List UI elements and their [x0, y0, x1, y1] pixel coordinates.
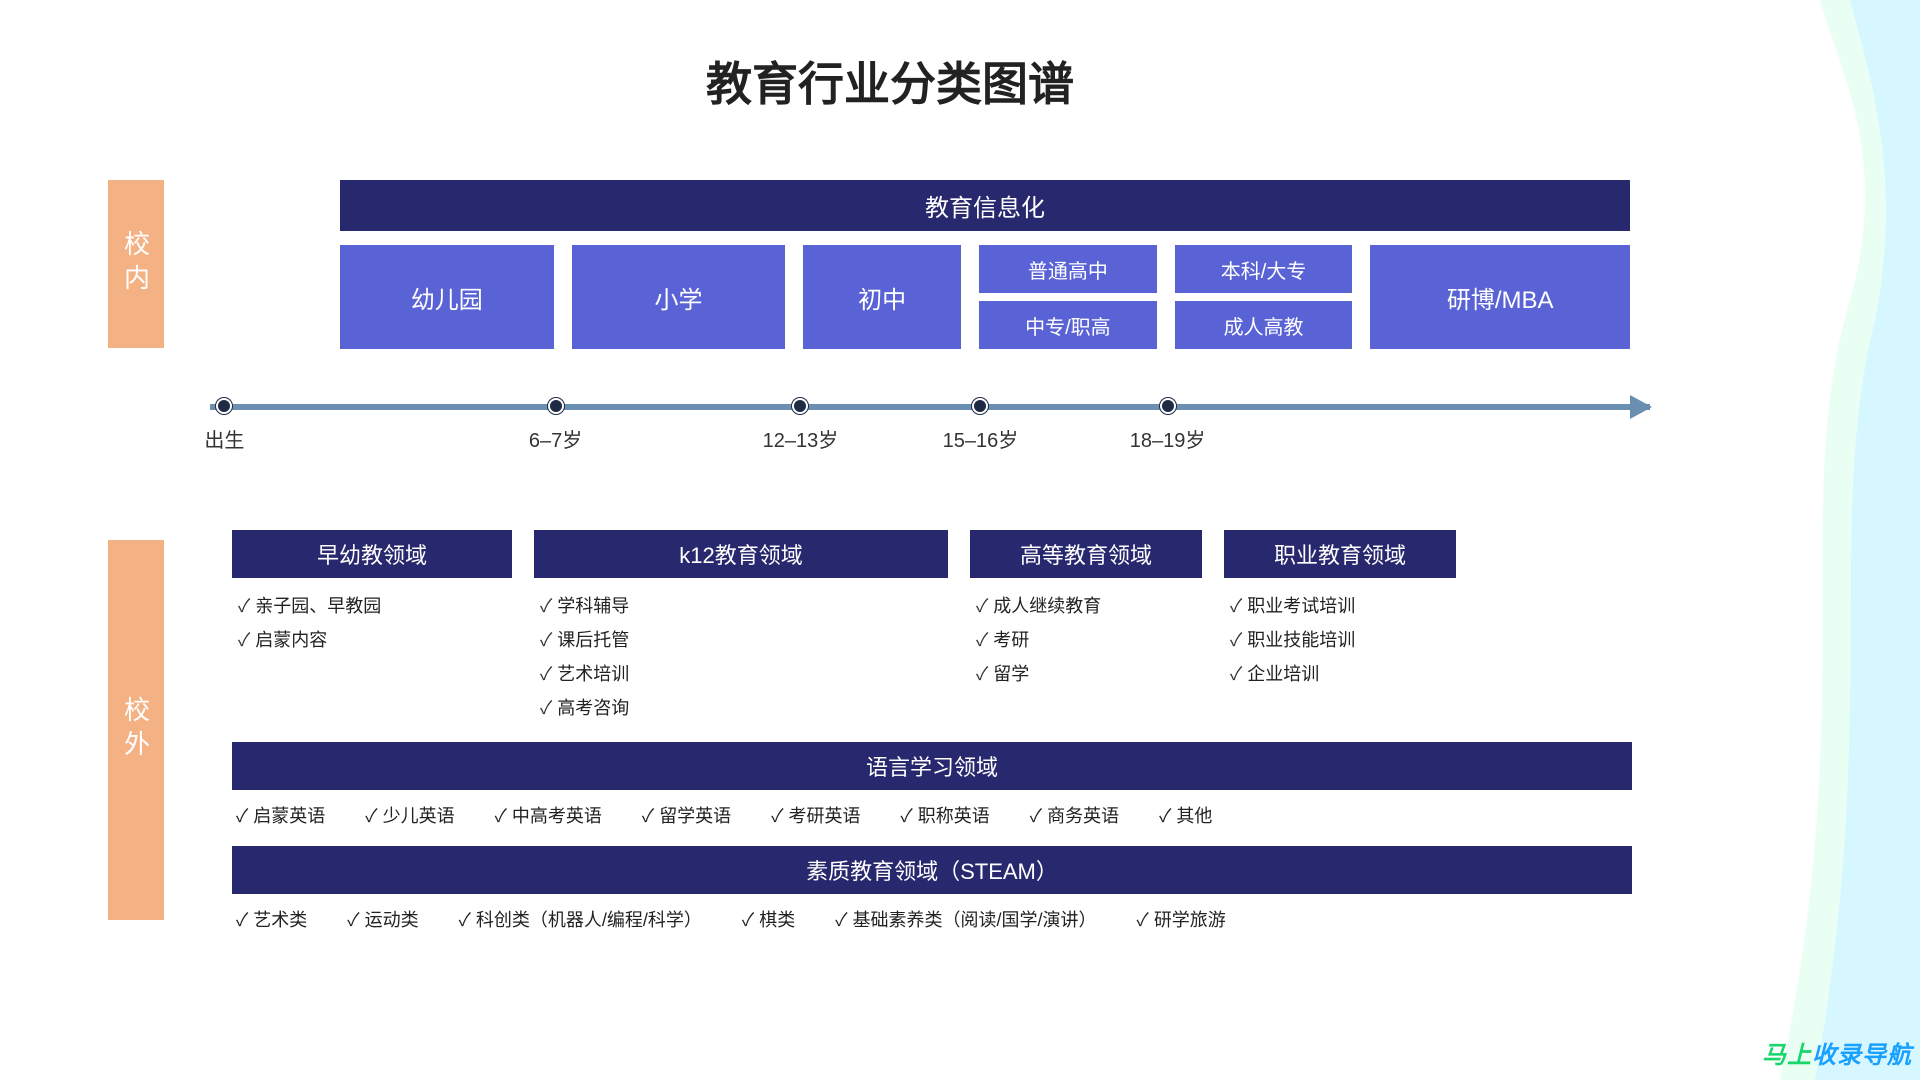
sector: 早幼教领域亲子园、早教园启蒙内容	[232, 530, 512, 724]
timeline-tick	[548, 398, 564, 414]
stage-box: 中专/职高	[979, 301, 1157, 349]
list-item: 启蒙英语	[236, 802, 325, 828]
side-label-out-school: 校外	[108, 540, 164, 920]
watermark-label: 马上收录导航	[1762, 1042, 1912, 1069]
list-item: 考研英语	[771, 802, 860, 828]
list-item: 艺术类	[236, 906, 307, 932]
sector-list: 职业考试培训职业技能培训企业培训	[1224, 578, 1456, 690]
language-items: 启蒙英语 少儿英语 中高考英语 留学英语 考研英语 职称英语 商务英语 其他	[232, 790, 1632, 828]
list-item: 考研	[976, 622, 1196, 656]
sector-list: 成人继续教育考研留学	[970, 578, 1202, 690]
timeline-tick-label: 6–7岁	[529, 424, 582, 453]
list-item: 学科辅导	[540, 588, 942, 622]
list-item: 启蒙内容	[238, 622, 506, 656]
list-item: 企业培训	[1230, 656, 1450, 690]
sector-row: 早幼教领域亲子园、早教园启蒙内容k12教育领域学科辅导课后托管艺术培训高考咨询高…	[232, 530, 1632, 724]
stage-box: 小学	[572, 245, 786, 349]
list-item: 高考咨询	[540, 690, 942, 724]
timeline-tick	[1160, 398, 1176, 414]
page-title: 教育行业分类图谱	[0, 0, 1780, 114]
stage-box: 初中	[803, 245, 961, 349]
list-item: 商务英语	[1030, 802, 1119, 828]
list-item: 棋类	[742, 906, 795, 932]
list-item: 运动类	[347, 906, 418, 932]
list-item: 基础素养类（阅读/国学/演讲）	[835, 906, 1096, 932]
stage-box: 普通高中	[979, 245, 1157, 293]
timeline-arrow-icon	[1630, 395, 1652, 419]
steam-items: 艺术类 运动类 科创类（机器人/编程/科学） 棋类 基础素养类（阅读/国学/演讲） 研学旅…	[232, 894, 1632, 932]
list-item: 职业技能培训	[1230, 622, 1450, 656]
list-item: 中高考英语	[495, 802, 602, 828]
side-label-in-school: 校内	[108, 180, 164, 348]
list-item: 留学	[976, 656, 1196, 690]
list-item: 其他	[1159, 802, 1212, 828]
stage-split: 普通高中中专/职高	[979, 245, 1157, 349]
list-item: 课后托管	[540, 622, 942, 656]
list-item: 艺术培训	[540, 656, 942, 690]
timeline-tick	[972, 398, 988, 414]
timeline-tick-label: 12–13岁	[763, 424, 839, 453]
language-sector-header: 语言学习领域	[232, 742, 1632, 790]
in-school-region: 教育信息化 幼儿园小学初中普通高中中专/职高本科/大专成人高教研博/MBA	[340, 180, 1630, 349]
stage-box: 研博/MBA	[1370, 245, 1630, 349]
list-item: 留学英语	[642, 802, 731, 828]
stage-box: 幼儿园	[340, 245, 554, 349]
stage-split: 本科/大专成人高教	[1175, 245, 1353, 349]
timeline-tick	[792, 398, 808, 414]
watermark-strip	[1780, 0, 1920, 1080]
watermark-text: 马上收录导航	[1762, 1035, 1912, 1070]
sector: 职业教育领域职业考试培训职业技能培训企业培训	[1224, 530, 1456, 724]
timeline-tick	[216, 398, 232, 414]
edu-info-banner: 教育信息化	[340, 180, 1630, 231]
slide: 教育行业分类图谱 校内 校外 教育信息化 幼儿园小学初中普通高中中专/职高本科/…	[0, 0, 1780, 1000]
stage-box: 成人高教	[1175, 301, 1353, 349]
sector-header: k12教育领域	[534, 530, 948, 578]
sector: k12教育领域学科辅导课后托管艺术培训高考咨询	[534, 530, 948, 724]
sector: 高等教育领域成人继续教育考研留学	[970, 530, 1202, 724]
list-item: 亲子园、早教园	[238, 588, 506, 622]
timeline: 出生6–7岁12–13岁15–16岁18–19岁	[210, 390, 1650, 450]
list-item: 成人继续教育	[976, 588, 1196, 622]
timeline-tick-label: 15–16岁	[943, 424, 1019, 453]
sector-list: 学科辅导课后托管艺术培训高考咨询	[534, 578, 948, 724]
steam-sector-header: 素质教育领域（STEAM）	[232, 846, 1632, 894]
list-item: 职称英语	[900, 802, 989, 828]
sector-list: 亲子园、早教园启蒙内容	[232, 578, 512, 656]
sector-header: 早幼教领域	[232, 530, 512, 578]
timeline-tick-label: 18–19岁	[1130, 424, 1206, 453]
stage-row: 幼儿园小学初中普通高中中专/职高本科/大专成人高教研博/MBA	[340, 245, 1630, 349]
stage-box: 本科/大专	[1175, 245, 1353, 293]
sector-header: 高等教育领域	[970, 530, 1202, 578]
list-item: 少儿英语	[365, 802, 454, 828]
timeline-axis	[210, 404, 1650, 410]
list-item: 科创类（机器人/编程/科学）	[459, 906, 702, 932]
list-item: 职业考试培训	[1230, 588, 1450, 622]
timeline-tick-label: 出生	[204, 424, 244, 453]
out-school-region: 早幼教领域亲子园、早教园启蒙内容k12教育领域学科辅导课后托管艺术培训高考咨询高…	[232, 530, 1632, 932]
list-item: 研学旅游	[1137, 906, 1226, 932]
sector-header: 职业教育领域	[1224, 530, 1456, 578]
